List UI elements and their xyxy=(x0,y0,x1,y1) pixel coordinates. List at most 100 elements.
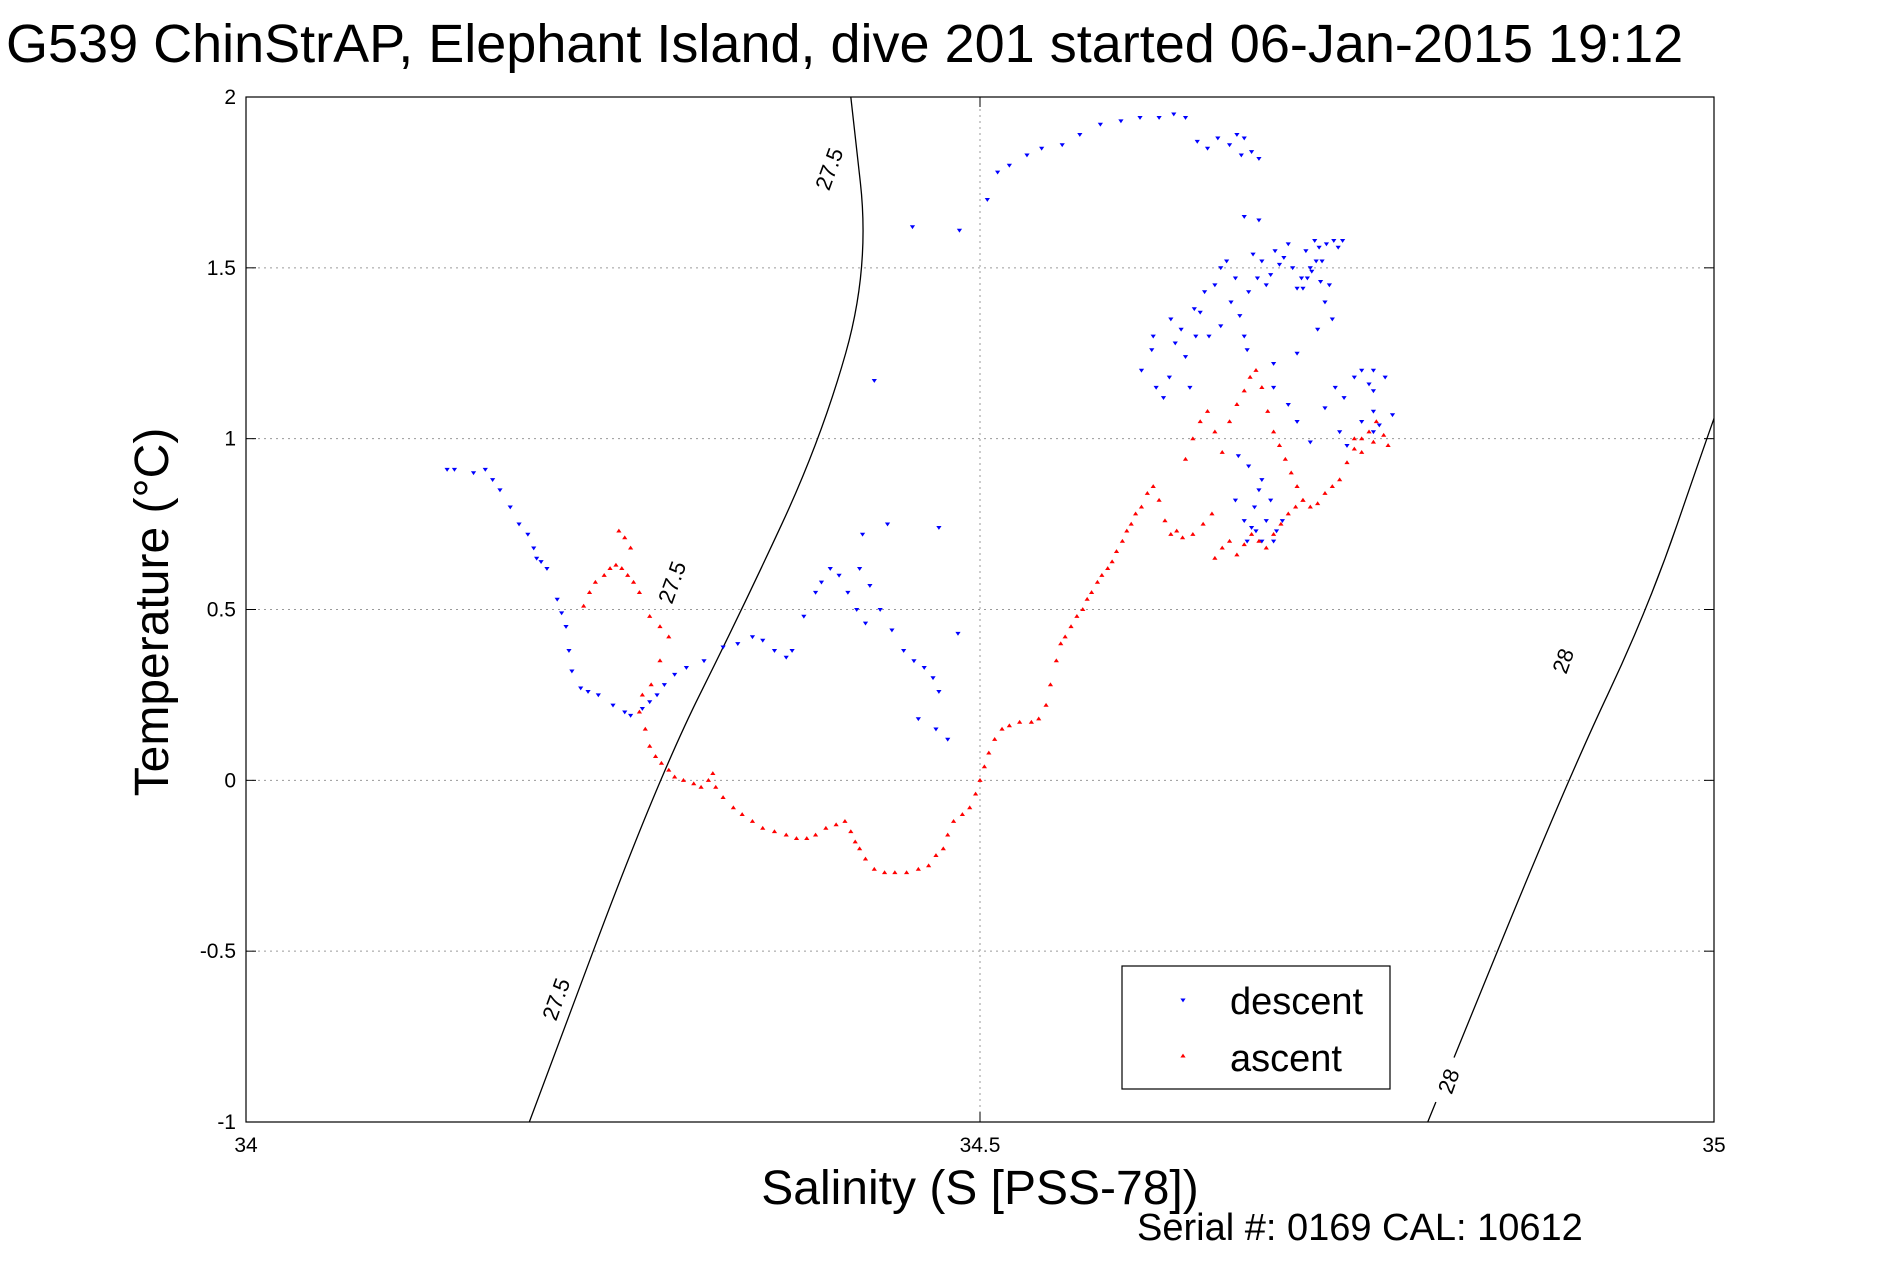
descent-point xyxy=(554,597,560,602)
descent-point xyxy=(1370,368,1377,373)
descent-point xyxy=(654,693,660,698)
descent-point xyxy=(1316,245,1322,250)
descent-point xyxy=(661,683,667,688)
ascent-point xyxy=(1288,470,1294,475)
descent-point xyxy=(884,522,891,527)
descent-point xyxy=(1273,529,1280,534)
ascent-point xyxy=(657,658,663,663)
ascent-point xyxy=(1241,542,1247,547)
ascent-point xyxy=(1109,559,1115,564)
ascent-point xyxy=(672,774,678,779)
descent-point xyxy=(911,659,917,664)
descent-point xyxy=(1250,252,1256,257)
ascent-point xyxy=(771,829,778,834)
y-tick-label: 0.5 xyxy=(207,599,236,622)
ascent-point xyxy=(871,866,877,871)
ascent-point xyxy=(642,726,648,731)
ascent-point xyxy=(1212,555,1218,560)
descent-point xyxy=(1251,505,1258,510)
ascent-point xyxy=(710,771,716,776)
ascent-point xyxy=(1373,419,1379,424)
descent-point xyxy=(1339,238,1346,243)
descent-point xyxy=(984,197,990,202)
ascent-point xyxy=(783,832,789,837)
ascent-point xyxy=(705,777,712,782)
descent-point xyxy=(955,631,961,636)
descent-point xyxy=(1281,256,1287,260)
ascent-point xyxy=(1162,518,1168,523)
ascent-point xyxy=(892,870,898,875)
descent-point xyxy=(1006,163,1012,168)
y-tick-label: 2 xyxy=(224,86,236,109)
descent-point xyxy=(1187,385,1193,390)
descent-point xyxy=(639,707,645,711)
descent-point xyxy=(1244,539,1250,544)
ascent-point xyxy=(904,870,910,875)
descent-point xyxy=(936,689,942,694)
series-descent xyxy=(444,112,1396,742)
descent-point xyxy=(1182,355,1189,360)
ascent-point xyxy=(940,846,946,851)
ascent-point xyxy=(636,590,643,594)
ascent-point xyxy=(1043,702,1049,707)
descent-point xyxy=(1237,314,1243,319)
legend-descent-marker xyxy=(1180,998,1186,1003)
descent-point xyxy=(1331,238,1337,243)
descent-point xyxy=(1168,317,1174,322)
descent-point xyxy=(1285,402,1291,407)
ascent-point xyxy=(1219,545,1225,550)
descent-point xyxy=(1312,238,1318,243)
descent-point xyxy=(1337,430,1343,435)
descent-point xyxy=(1254,276,1261,281)
ascent-point xyxy=(1344,460,1350,465)
ascent-point xyxy=(1099,572,1105,577)
chart-title: G539 ChinStrAP, Elephant Island, dive 20… xyxy=(6,14,1683,74)
descent-point xyxy=(1259,259,1265,264)
descent-point xyxy=(1241,334,1247,339)
ascent-point xyxy=(881,870,888,875)
descent-point xyxy=(1150,334,1156,339)
descent-point xyxy=(1351,375,1357,380)
descent-point xyxy=(1118,119,1124,124)
ascent-point xyxy=(967,805,973,810)
descent-point xyxy=(1315,327,1321,332)
ascent-point xyxy=(1307,504,1313,509)
ascent-point xyxy=(1119,538,1125,543)
x-tick-label: 35 xyxy=(1702,1134,1725,1157)
descent-point xyxy=(783,655,789,660)
ascent-point xyxy=(639,692,645,697)
descent-point xyxy=(1300,286,1306,291)
descent-point xyxy=(1309,269,1315,274)
descent-point xyxy=(1244,348,1250,353)
ascent-point xyxy=(1144,490,1150,495)
ascent-point xyxy=(972,791,979,796)
ascent-point xyxy=(1300,497,1306,502)
descent-point xyxy=(1178,327,1184,332)
contour-label-bg xyxy=(1542,633,1584,688)
legend-ascent-label: ascent xyxy=(1230,1038,1342,1080)
ascent-point xyxy=(1068,624,1074,629)
ascent-point xyxy=(1226,538,1233,543)
descent-point xyxy=(801,614,807,619)
ascent-point xyxy=(636,709,643,714)
serial-cal-footer: Serial #: 0169 CAL: 10612 xyxy=(1137,1207,1583,1249)
ascent-point xyxy=(1190,436,1196,441)
ascent-point xyxy=(1271,531,1277,536)
descent-point xyxy=(901,648,907,653)
ascent-point xyxy=(1084,596,1090,601)
ascent-point xyxy=(666,634,672,639)
descent-point xyxy=(1246,464,1252,469)
ascent-point xyxy=(647,743,653,748)
descent-point xyxy=(1294,286,1300,291)
descent-point xyxy=(569,669,575,674)
ascent-point xyxy=(1074,613,1080,618)
ascent-point xyxy=(1234,552,1240,557)
ascent-point xyxy=(1156,497,1162,502)
descent-point xyxy=(1259,478,1265,483)
descent-point xyxy=(1024,153,1030,158)
descent-point xyxy=(444,467,450,472)
descent-point xyxy=(1317,279,1324,284)
ascent-point xyxy=(1234,402,1240,407)
descent-point xyxy=(720,645,726,650)
